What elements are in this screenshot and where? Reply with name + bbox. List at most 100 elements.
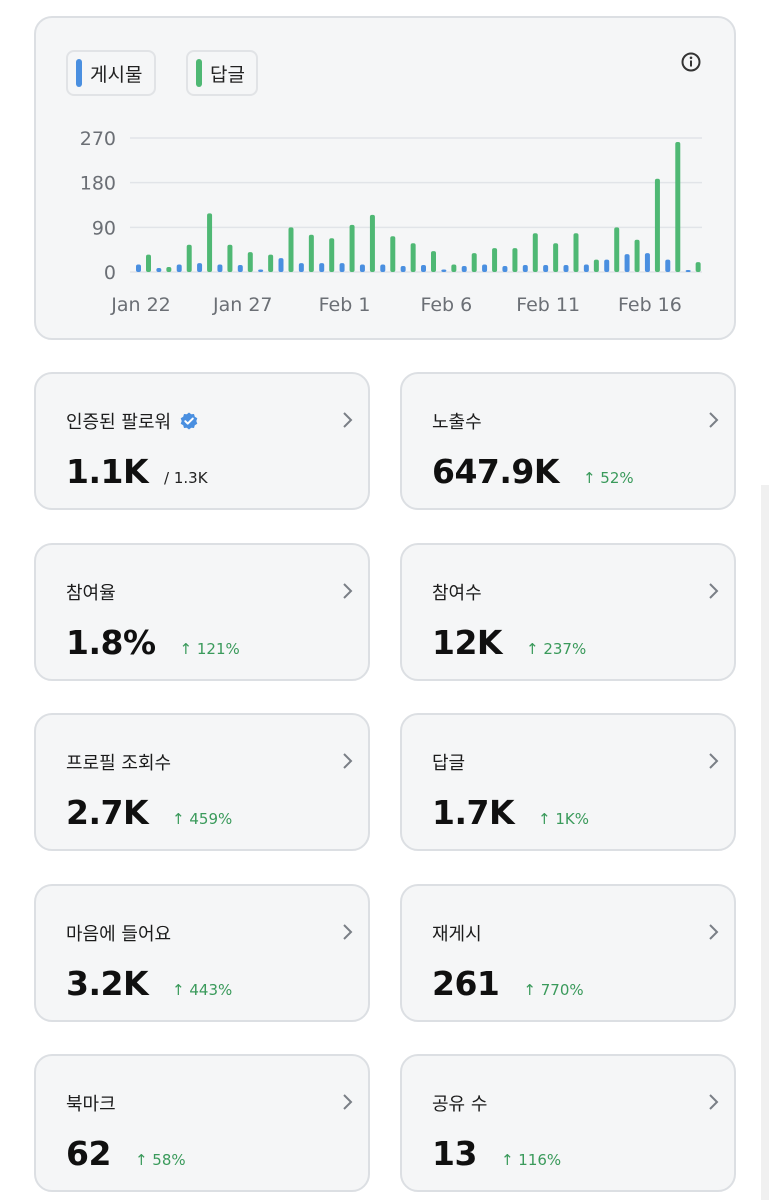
- bar-replies: [329, 238, 335, 272]
- bar-posts: [298, 263, 304, 272]
- bar-replies: [573, 233, 579, 272]
- stat-title-text: 답글: [432, 753, 466, 774]
- stat-value: 12K: [432, 623, 503, 662]
- stat-value: 3.2K: [66, 964, 149, 1003]
- y-tick-label: 270: [80, 128, 116, 150]
- stat-delta: ↑ 58%: [134, 1151, 186, 1169]
- chevron-right-icon: [343, 924, 353, 940]
- stat-delta: ↑ 237%: [526, 640, 587, 658]
- stat-value-row: 1.7K ↑ 1K%: [432, 793, 589, 832]
- verified-badge-icon: [180, 412, 198, 430]
- bar-posts: [665, 259, 671, 272]
- bar-posts: [380, 264, 386, 272]
- x-tick-label: Feb 11: [516, 294, 580, 316]
- stat-card-engagements[interactable]: 참여수 12K ↑ 237%: [400, 543, 736, 681]
- stat-title: 참여수: [432, 579, 482, 605]
- bar-posts: [685, 270, 691, 272]
- stat-card-likes[interactable]: 마음에 들어요 3.2K ↑ 443%: [34, 884, 370, 1022]
- stat-value: 2.7K: [66, 793, 149, 832]
- chevron-right-icon: [709, 583, 719, 599]
- stat-value: 647.9K: [432, 452, 559, 491]
- bar-replies: [553, 243, 559, 272]
- bar-posts: [176, 264, 182, 272]
- bar-posts: [339, 263, 345, 272]
- bar-replies: [654, 178, 660, 272]
- chevron-right-icon: [343, 753, 353, 769]
- stat-delta: ↑ 770%: [523, 981, 584, 999]
- bar-posts: [461, 266, 467, 272]
- bar-replies: [695, 262, 701, 272]
- chevron-right-icon: [709, 753, 719, 769]
- stat-title-text: 마음에 들어요: [66, 924, 172, 945]
- stat-title-text: 참여수: [432, 583, 482, 604]
- stat-card-impressions[interactable]: 노출수 647.9K ↑ 52%: [400, 372, 736, 510]
- stat-card-bookmarks[interactable]: 북마크 62 ↑ 58%: [34, 1054, 370, 1192]
- chevron-right-icon: [343, 412, 353, 428]
- stat-title: 노출수: [432, 408, 482, 434]
- x-tick-label: Feb 6: [420, 294, 472, 316]
- stat-value: 1.8%: [66, 623, 156, 662]
- stat-delta: ↑ 52%: [582, 469, 634, 487]
- bar-posts: [502, 266, 508, 272]
- legend-replies[interactable]: 답글: [186, 50, 258, 96]
- bar-posts: [644, 253, 650, 272]
- bar-replies: [675, 141, 681, 272]
- stat-title-text: 인증된 팔로워: [66, 412, 172, 433]
- bar-posts: [197, 263, 203, 272]
- stat-value-row: 62 ↑ 58%: [66, 1134, 186, 1173]
- bar-posts: [319, 263, 325, 272]
- bar-replies: [288, 227, 294, 272]
- x-tick-label: Feb 16: [618, 294, 682, 316]
- bar-posts: [421, 265, 426, 272]
- bar-posts: [237, 265, 243, 272]
- chevron-right-icon: [343, 583, 353, 599]
- stat-card-reposts[interactable]: 재게시 261 ↑ 770%: [400, 884, 736, 1022]
- x-tick-label: Jan 22: [110, 294, 171, 316]
- stat-value-row: 1.1K / 1.3K: [66, 452, 208, 491]
- chart-card: 270 180 90 0 Jan 22 Jan 27 Feb 1 Feb 6 Feb 11 Feb…: [34, 16, 736, 340]
- chevron-right-icon: [709, 412, 719, 428]
- stat-card-replies[interactable]: 답글 1.7K ↑ 1K%: [400, 713, 736, 851]
- bar-posts: [278, 258, 284, 272]
- stat-card-verified-followers[interactable]: 인증된 팔로워 1.1K / 1.3K: [34, 372, 370, 510]
- bar-posts: [217, 264, 223, 272]
- legend-posts-label: 게시물: [90, 63, 143, 86]
- bar-replies: [227, 244, 233, 272]
- scrollbar[interactable]: [761, 485, 769, 1200]
- stat-delta: ↑ 459%: [172, 810, 233, 828]
- bar-replies: [268, 254, 274, 272]
- legend-posts[interactable]: 게시물: [66, 50, 156, 96]
- stat-delta: ↑ 443%: [172, 981, 233, 999]
- stat-value: 261: [432, 964, 500, 1003]
- bar-replies: [410, 243, 416, 272]
- bar-replies: [146, 254, 151, 272]
- stat-title-text: 참여율: [66, 583, 116, 604]
- chevron-right-icon: [709, 1094, 719, 1110]
- stat-value-row: 1.8% ↑ 121%: [66, 623, 240, 662]
- bar-replies: [512, 248, 518, 272]
- bar-posts: [441, 269, 447, 272]
- stat-value: 13: [432, 1134, 477, 1173]
- stat-title-text: 공유 수: [432, 1094, 488, 1115]
- stat-card-profile-visits[interactable]: 프로필 조회수 2.7K ↑ 459%: [34, 713, 370, 851]
- bar-posts: [563, 265, 569, 272]
- stat-card-engagement-rate[interactable]: 참여율 1.8% ↑ 121%: [34, 543, 370, 681]
- bar-posts: [624, 254, 630, 272]
- y-tick-label: 0: [104, 262, 116, 284]
- chevron-right-icon: [343, 1094, 353, 1110]
- bar-posts: [400, 266, 406, 272]
- bar-replies: [369, 214, 375, 272]
- bar-replies: [492, 248, 498, 272]
- stat-card-shares[interactable]: 공유 수 13 ↑ 116%: [400, 1054, 736, 1192]
- bar-posts: [359, 264, 365, 272]
- bar-chart: 270 180 90 0 Jan 22 Jan 27 Feb 1 Feb 6 Feb 11 Feb…: [80, 128, 702, 316]
- stat-value-row: 12K ↑ 237%: [432, 623, 586, 662]
- info-icon[interactable]: [680, 51, 702, 73]
- stat-title-text: 프로필 조회수: [66, 753, 172, 774]
- stat-title: 인증된 팔로워: [66, 408, 199, 434]
- y-tick-label: 180: [80, 173, 116, 195]
- legend-replies-swatch: [196, 59, 202, 87]
- bar-replies: [308, 234, 314, 272]
- bar-replies: [247, 252, 253, 272]
- stat-value: 1.1K: [66, 452, 149, 491]
